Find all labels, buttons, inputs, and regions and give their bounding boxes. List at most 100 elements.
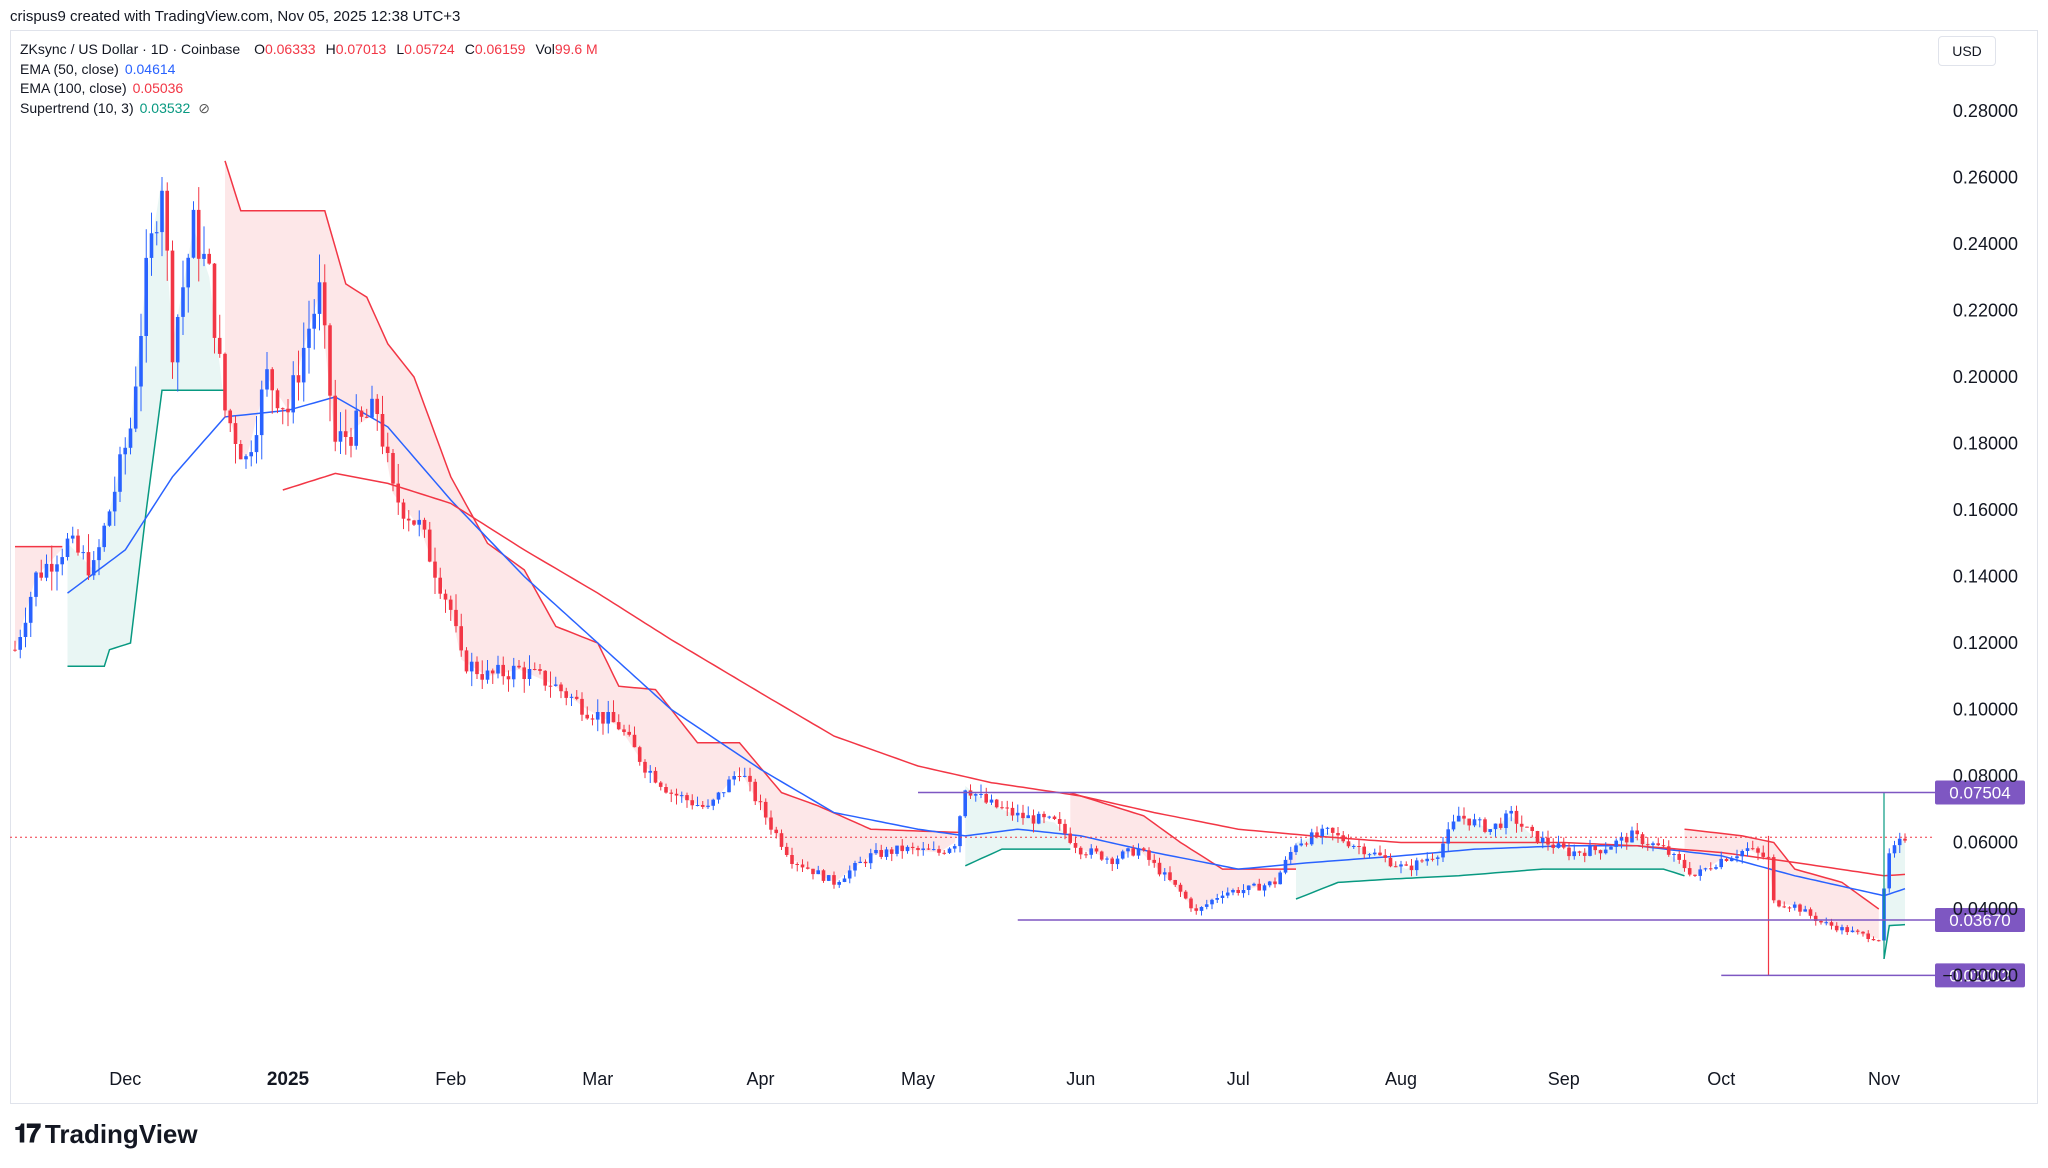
candle-body bbox=[685, 795, 689, 801]
candle-body bbox=[732, 776, 736, 780]
indicator-row[interactable]: Supertrend (10, 3) 0.03532 ⊘ bbox=[20, 99, 598, 119]
candle-body bbox=[359, 410, 364, 417]
level-badge-label: 0.03670 bbox=[1949, 911, 2010, 930]
candle-body bbox=[1309, 832, 1314, 845]
candle-body bbox=[1829, 922, 1834, 926]
candle-body bbox=[149, 233, 154, 258]
x-tick-label: Aug bbox=[1385, 1069, 1417, 1089]
candle-body bbox=[517, 665, 521, 668]
chart-frame[interactable] bbox=[10, 30, 2038, 1104]
y-tick-label: −0.00000 bbox=[1942, 966, 2018, 986]
candle-body bbox=[23, 622, 28, 637]
candle-body bbox=[1708, 868, 1713, 870]
candle-body bbox=[1409, 865, 1414, 871]
indicator-value: 0.05036 bbox=[132, 80, 184, 96]
candle-body bbox=[212, 263, 217, 338]
candle-body bbox=[653, 770, 658, 783]
candle-body bbox=[790, 855, 794, 864]
candle-body bbox=[1714, 867, 1718, 869]
ohlc-label: O bbox=[254, 41, 265, 57]
candle-body bbox=[1871, 939, 1876, 941]
candle-body bbox=[1724, 858, 1729, 861]
candle-body bbox=[375, 398, 379, 414]
supertrend-line bbox=[1684, 828, 1880, 910]
indicator-row[interactable]: EMA (100, close) 0.05036 bbox=[20, 79, 598, 99]
candle-body bbox=[1393, 866, 1398, 868]
level-badge bbox=[1935, 963, 2025, 988]
currency-selector[interactable]: USD bbox=[1938, 36, 1996, 66]
candle-body bbox=[921, 848, 925, 850]
candle-body bbox=[1567, 847, 1571, 857]
candle-body bbox=[1231, 890, 1235, 893]
candle-body bbox=[900, 845, 904, 852]
candle-body bbox=[695, 805, 700, 806]
candle-body bbox=[737, 776, 742, 777]
candle-body bbox=[328, 325, 332, 396]
x-tick-label: Apr bbox=[746, 1069, 774, 1089]
candle-body bbox=[128, 428, 133, 448]
candle-body bbox=[354, 410, 358, 446]
ema50-line bbox=[67, 396, 1906, 897]
candle-body bbox=[858, 861, 862, 863]
candle-body bbox=[259, 389, 264, 436]
y-tick-label: 0.04000 bbox=[1953, 899, 2018, 919]
indicator-row[interactable]: EMA (50, close) 0.04614 bbox=[20, 60, 598, 80]
supertrend-line bbox=[964, 848, 1071, 867]
candle-body bbox=[1236, 890, 1240, 893]
candle-body bbox=[412, 520, 416, 525]
tradingview-logo[interactable]: 𝟏𝟕 TradingView bbox=[14, 1118, 198, 1150]
candle-body bbox=[496, 664, 500, 674]
indicator-value: 0.03532 bbox=[139, 99, 191, 116]
candle-body bbox=[301, 347, 306, 383]
candle-body bbox=[1194, 908, 1198, 911]
candle-body bbox=[286, 408, 290, 413]
candle-body bbox=[758, 801, 763, 803]
candle-body bbox=[538, 669, 542, 671]
candle-body bbox=[1525, 826, 1529, 828]
candle-body bbox=[1362, 846, 1366, 855]
candle-body bbox=[1582, 852, 1587, 856]
candle-body bbox=[102, 525, 106, 548]
eye-off-icon[interactable]: ⊘ bbox=[198, 99, 210, 116]
candle-body bbox=[1467, 818, 1471, 826]
candle-body bbox=[1609, 846, 1613, 850]
supertrend-line bbox=[224, 160, 961, 834]
candle-body bbox=[1598, 850, 1603, 854]
x-tick-label: Nov bbox=[1868, 1069, 1900, 1089]
candle-body bbox=[49, 563, 54, 572]
candle-body bbox=[202, 253, 206, 259]
tradingview-logo-icon: 𝟏𝟕 bbox=[14, 1118, 41, 1148]
candle-body bbox=[952, 846, 957, 849]
candle-body bbox=[1740, 851, 1744, 857]
candle-body bbox=[1425, 858, 1429, 862]
candle-body bbox=[1887, 853, 1891, 889]
candle-body bbox=[1477, 819, 1482, 821]
candle-body bbox=[863, 861, 868, 864]
candle-body bbox=[76, 535, 80, 553]
ohlc-label: L bbox=[396, 41, 405, 57]
candle-body bbox=[1635, 830, 1639, 835]
candle-body bbox=[664, 787, 668, 793]
candle-body bbox=[1892, 845, 1897, 854]
candle-body bbox=[1094, 848, 1099, 852]
candle-body bbox=[1420, 860, 1424, 862]
candle-body bbox=[228, 410, 232, 424]
candle-body bbox=[1504, 813, 1508, 828]
candle-body bbox=[1047, 816, 1051, 818]
candle-body bbox=[1147, 850, 1151, 860]
candle-body bbox=[1703, 868, 1708, 870]
y-tick-label: 0.12000 bbox=[1953, 633, 2018, 653]
ohlc-values: O0.06333 H0.07013 L0.05724 C0.06159 Vol99.6 … bbox=[244, 41, 598, 57]
candle-body bbox=[1693, 874, 1697, 876]
candle-body bbox=[506, 676, 511, 680]
candle-body bbox=[884, 849, 889, 857]
candle-body bbox=[648, 770, 652, 773]
chart-credit: crispus9 created with TradingView.com, N… bbox=[10, 8, 461, 25]
candle-body bbox=[1183, 891, 1188, 899]
candle-body bbox=[39, 572, 43, 578]
candle-body bbox=[811, 868, 815, 875]
candle-body bbox=[1446, 829, 1450, 844]
candle-body bbox=[1015, 812, 1020, 816]
candle-body bbox=[13, 649, 17, 651]
